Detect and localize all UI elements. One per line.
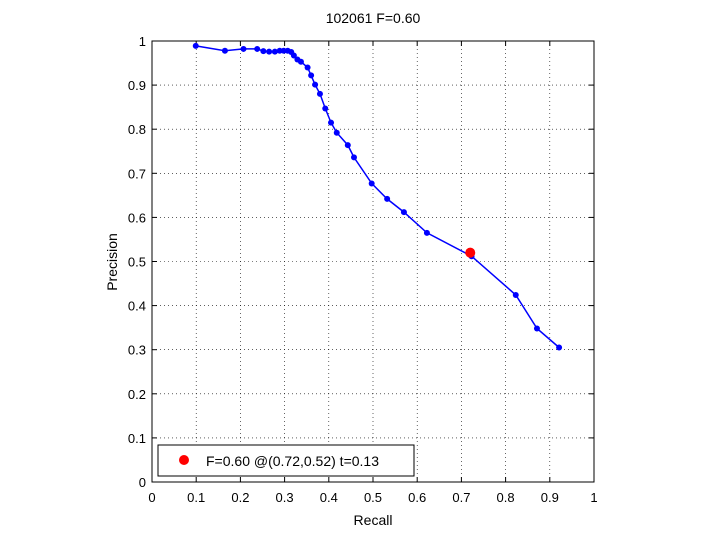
y-tick-label: 0.5 xyxy=(128,255,146,270)
data-point xyxy=(322,105,329,112)
x-tick-label: 0.5 xyxy=(364,490,382,505)
chart-title: 102061 F=0.60 xyxy=(326,10,421,26)
x-tick-label: 0.2 xyxy=(231,490,249,505)
y-tick-label: 0.2 xyxy=(128,387,146,402)
data-point xyxy=(271,48,278,55)
legend-label: F=0.60 @(0.72,0.52) t=0.13 xyxy=(206,453,379,469)
x-tick-label: 0.6 xyxy=(408,490,426,505)
x-tick-label: 0.4 xyxy=(320,490,338,505)
grid xyxy=(152,41,594,482)
data-point xyxy=(556,344,563,351)
y-tick-label: 0.9 xyxy=(128,78,146,93)
best-f-point xyxy=(465,247,476,258)
data-point xyxy=(400,209,407,216)
data-point xyxy=(350,154,357,161)
data-point xyxy=(221,47,228,54)
y-tick-label: 0.6 xyxy=(128,210,146,225)
y-tick-label: 0.8 xyxy=(128,122,146,137)
data-point xyxy=(240,45,247,52)
data-point xyxy=(297,58,304,65)
data-point xyxy=(192,42,199,49)
x-tick-label: 0.1 xyxy=(187,490,205,505)
y-tick-label: 0.3 xyxy=(128,343,146,358)
x-tick-label: 0.9 xyxy=(541,490,559,505)
data-point xyxy=(290,52,297,59)
y-tick-label: 0 xyxy=(139,475,146,490)
x-tick-label: 0 xyxy=(148,490,155,505)
data-point xyxy=(312,81,319,88)
data-point xyxy=(260,48,267,55)
data-point xyxy=(308,72,315,79)
legend: F=0.60 @(0.72,0.52) t=0.13 xyxy=(157,444,415,477)
x-axis-label: Recall xyxy=(354,512,393,528)
data-point xyxy=(384,195,391,202)
data-point xyxy=(304,64,311,71)
highlight-group xyxy=(465,247,476,258)
data-point xyxy=(423,229,430,236)
data-point xyxy=(266,48,273,55)
y-axis-label: Precision xyxy=(104,233,120,291)
x-tick-label: 0.8 xyxy=(497,490,515,505)
plot-frame xyxy=(151,40,595,483)
legend-box xyxy=(157,444,415,477)
x-tick-label: 1 xyxy=(590,490,597,505)
y-tick-label: 1 xyxy=(139,34,146,49)
axes: 0 0.1 0.2 0.3 0.4 0.5 0.6 0.7 0.8 0.9 1 0 0.1 0.2 0.3 0… xyxy=(128,34,598,505)
data-point xyxy=(512,292,519,299)
x-tick-label: 0.7 xyxy=(452,490,470,505)
y-tick-label: 0.4 xyxy=(128,299,146,314)
data-point xyxy=(254,45,261,52)
data-point xyxy=(316,90,323,97)
x-tick-label: 0.3 xyxy=(276,490,294,505)
y-tick-label: 0.1 xyxy=(128,431,146,446)
y-tick-label: 0.7 xyxy=(128,166,146,181)
legend-marker xyxy=(179,455,189,465)
data-point xyxy=(533,325,540,332)
data-point xyxy=(328,119,335,126)
data-point xyxy=(368,180,375,187)
data-point xyxy=(344,142,351,149)
data-point xyxy=(333,129,340,136)
